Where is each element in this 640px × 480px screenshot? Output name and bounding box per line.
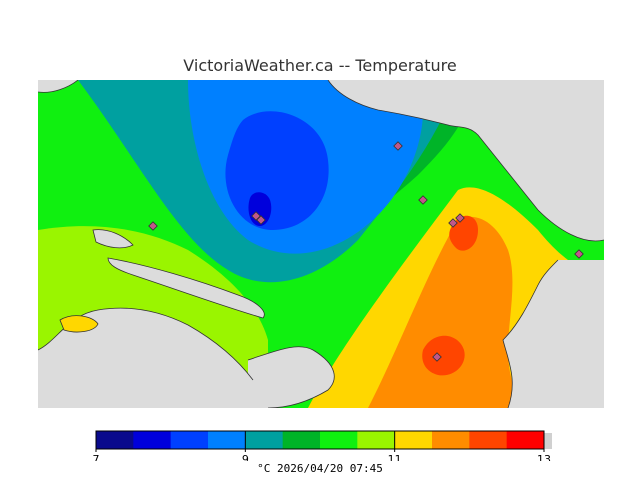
map-footer: °C 2026/04/20 07:45 [0,462,640,475]
coastline-inlet [107,257,265,319]
legend-swatches [96,431,552,449]
station-marker [448,218,458,228]
legend-swatch [282,431,321,449]
water-inlet-channel [108,258,265,318]
contour-band-8 [225,111,329,230]
legend-swatch [245,431,284,449]
legend-swatch [432,431,470,449]
legend-swatch [469,431,508,449]
water-south [38,308,253,408]
water-south-central [248,346,335,408]
station-markers [148,141,584,362]
station-marker [148,221,158,231]
legend-tick-label: 9 [242,453,249,461]
coastline-east [502,259,559,408]
contour-band-12-b [422,335,465,376]
water-north-strait [328,80,604,241]
legend-ticks: 7 9 11 13 [93,431,551,461]
water-north [38,80,78,93]
temperature-map [38,80,604,408]
contour-band-11-5 [368,216,528,408]
station-marker [256,215,266,225]
coastline-south-central [247,346,335,408]
legend-swatch [506,431,545,449]
legend-swatch [96,431,134,449]
legend-swatch [357,431,396,449]
coastline-inlet-west [92,229,134,249]
yellow-island [59,315,99,333]
contour-band-12-a [449,215,478,251]
legend-swatch [133,431,172,449]
station-marker [455,213,465,223]
coastline [327,80,604,242]
station-marker [393,141,403,151]
unit-label: °C [257,462,271,475]
legend-swatch [320,431,358,449]
legend-tick-label: 11 [388,453,402,461]
map-title: VictoriaWeather.ca -- Temperature [183,56,457,75]
station-marker [418,195,428,205]
legend-swatch [394,431,433,449]
legend-swatch [208,431,246,449]
legend-tick-label: 7 [93,453,100,461]
water-east [503,260,604,408]
station-marker [432,352,442,362]
water-inlet-west [93,229,133,248]
color-scale-legend: 7 9 11 13 [93,430,552,461]
timestamp: 2026/04/20 07:45 [276,462,383,475]
legend-swatch [170,431,209,449]
legend-tick-label: 13 [537,453,551,461]
coastline-corner [38,80,79,93]
station-marker [574,249,584,259]
legend-tail [544,433,552,449]
